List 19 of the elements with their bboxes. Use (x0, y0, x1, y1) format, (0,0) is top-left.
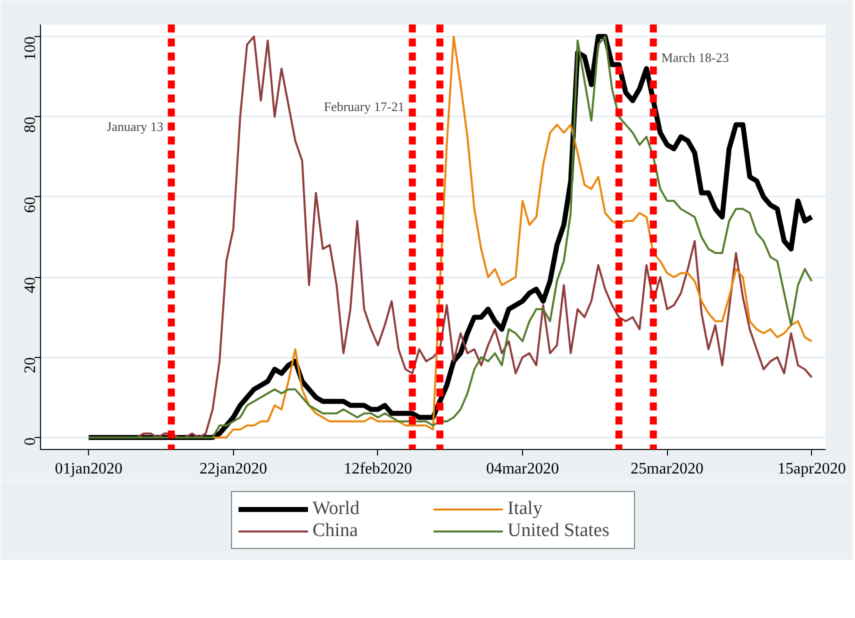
x-tick-label: 01jan2020 (54, 460, 122, 478)
legend-label: World (312, 498, 361, 520)
y-tick-label: 0 (22, 437, 39, 446)
x-tick-label: 04mar2020 (486, 460, 559, 478)
x-tick-label: 15apr2020 (778, 460, 846, 478)
y-tick-label: 80 (22, 116, 39, 133)
x-tick-label: 25mar2020 (630, 460, 704, 478)
x-tick-label: 22jan2020 (200, 460, 268, 478)
ref-line-label: January 13 (106, 119, 164, 134)
y-tick-label: 60 (22, 196, 39, 213)
y-tick-label: 20 (22, 357, 39, 374)
legend-label: China (312, 520, 359, 542)
y-tick-label: 100 (22, 36, 39, 61)
y-tick-label: 40 (22, 277, 39, 294)
ref-line-label: February 17-21 (324, 99, 404, 114)
ref-line-label: March 18-23 (661, 50, 729, 65)
legend-label: Italy (508, 498, 544, 520)
legend-label: United States (508, 520, 610, 542)
x-tick-label: 12feb2020 (344, 460, 412, 478)
